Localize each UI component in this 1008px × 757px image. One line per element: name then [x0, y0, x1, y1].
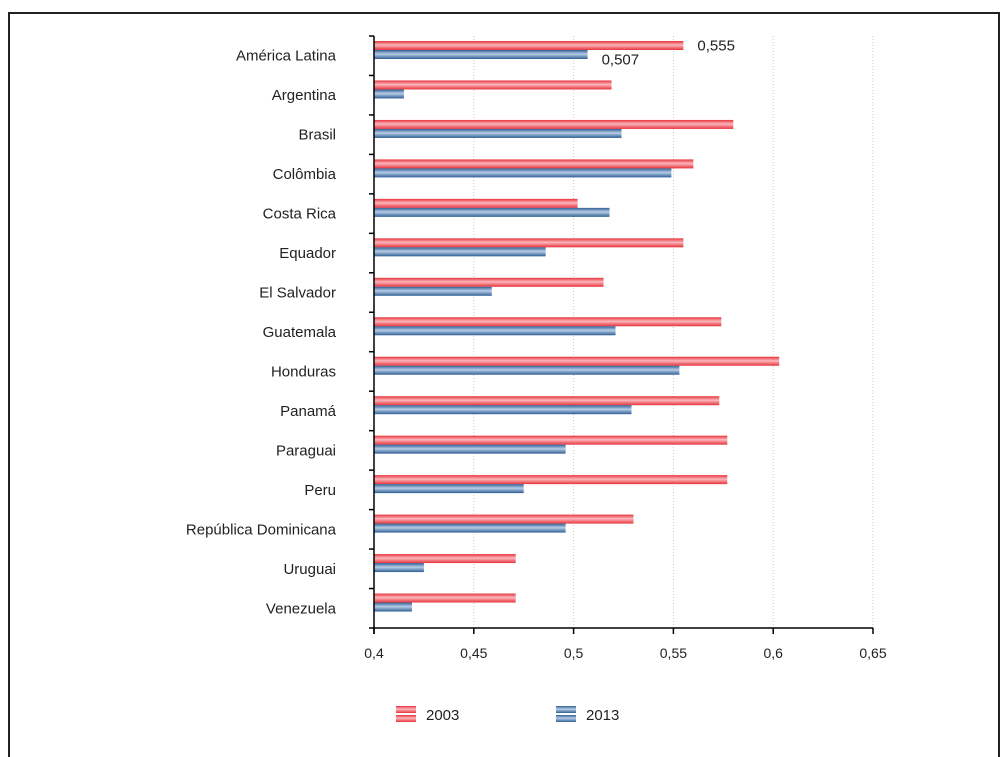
bars-layer — [374, 41, 780, 612]
bar-2013-11 — [374, 484, 524, 494]
x-tick-label: 0,5 — [564, 645, 584, 661]
bar-2003-4 — [374, 198, 578, 208]
category-label: Argentina — [272, 87, 337, 104]
bar-2013-1 — [374, 89, 404, 99]
bar-2003-8 — [374, 356, 780, 366]
bar-2013-9 — [374, 405, 632, 415]
category-label: Panamá — [280, 403, 337, 420]
category-label: Equador — [279, 245, 336, 262]
category-label: República Dominicana — [186, 521, 337, 538]
x-tick-label: 0,55 — [660, 645, 687, 661]
category-label: El Salvador — [259, 285, 336, 302]
category-label: Venezuela — [266, 600, 337, 617]
bar-2013-8 — [374, 365, 680, 375]
category-label: Peru — [304, 482, 336, 499]
legend-swatch-2003 — [396, 706, 416, 713]
labels-layer: América Latina Argentina Brasil Colômbia Cos… — [186, 38, 887, 662]
category-label: Paraguai — [276, 442, 336, 459]
category-label: Uruguai — [283, 561, 336, 578]
bar-2013-7 — [374, 326, 616, 336]
bar-2003-2 — [374, 119, 734, 129]
bar-2013-0 — [374, 50, 588, 59]
x-tick-label: 0,4 — [364, 645, 384, 661]
category-label: Guatemala — [263, 324, 337, 341]
bar-2003-3 — [374, 159, 694, 169]
legend-swatch-2003 — [396, 715, 416, 722]
bar-2003-7 — [374, 317, 722, 327]
axis-layer — [369, 35, 874, 634]
legend-swatch-2013 — [556, 706, 576, 713]
x-tick-label: 0,65 — [859, 645, 886, 661]
bar-2003-9 — [374, 396, 720, 406]
category-label: Costa Rica — [263, 206, 337, 223]
category-label: Colômbia — [273, 166, 337, 183]
legend-swatch-2013 — [556, 715, 576, 722]
bar-2003-12 — [374, 514, 634, 524]
bar-2003-5 — [374, 238, 684, 248]
x-tick-label: 0,6 — [763, 645, 783, 661]
legend-label: 2003 — [426, 707, 459, 724]
bar-2013-4 — [374, 207, 610, 217]
x-tick-label: 0,45 — [460, 645, 487, 661]
bar-2003-0 — [374, 41, 684, 50]
bar-2013-2 — [374, 128, 622, 138]
category-label: Brasil — [298, 127, 336, 144]
bar-2013-3 — [374, 168, 672, 178]
data-label: 0,555 — [697, 38, 735, 55]
bar-2013-13 — [374, 563, 424, 573]
bar-2003-1 — [374, 80, 612, 90]
chart-frame — [8, 12, 1000, 757]
bar-2003-10 — [374, 435, 728, 445]
bar-2003-6 — [374, 277, 604, 287]
bar-2013-5 — [374, 247, 546, 257]
data-label: 0,507 — [602, 52, 640, 69]
category-label: América Latina — [236, 48, 337, 65]
bar-2003-11 — [374, 475, 728, 485]
bar-2003-14 — [374, 593, 516, 603]
legend-label: 2013 — [586, 707, 619, 724]
bar-2003-13 — [374, 554, 516, 564]
category-label: Honduras — [271, 363, 336, 380]
bar-2013-14 — [374, 602, 412, 612]
legend: 2003 2013 — [396, 706, 619, 724]
bar-2013-6 — [374, 286, 492, 296]
bar-2013-10 — [374, 444, 566, 454]
bar-2013-12 — [374, 523, 566, 533]
